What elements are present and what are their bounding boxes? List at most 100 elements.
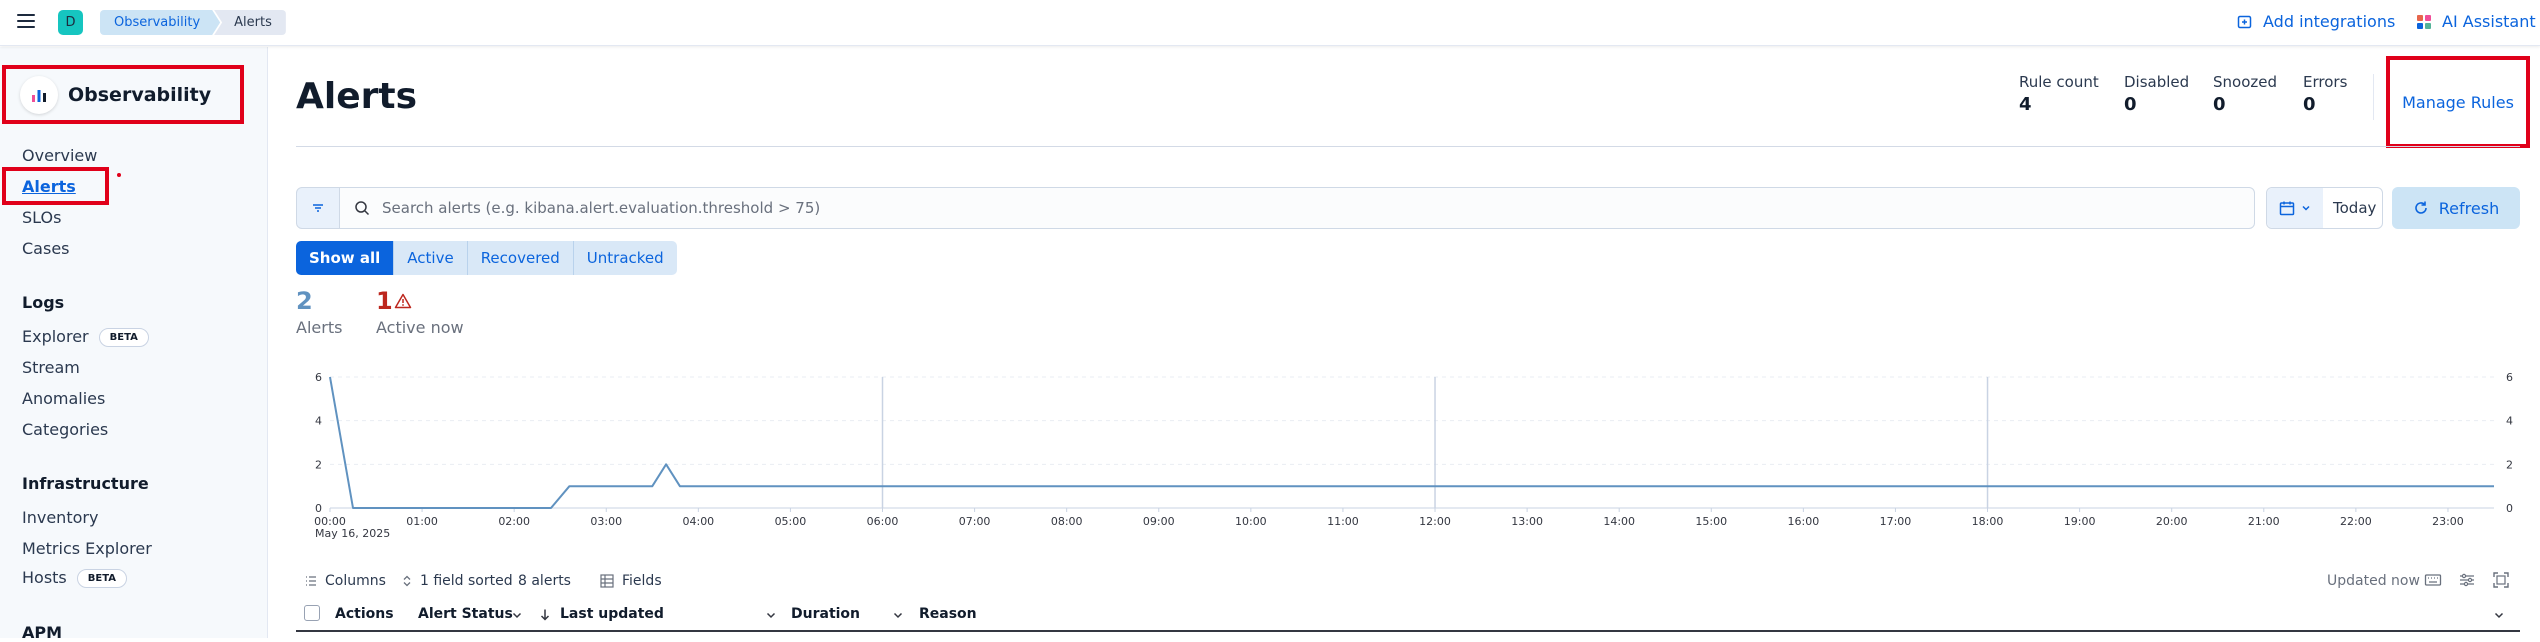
calendar-icon xyxy=(2279,201,2295,216)
stat-value: 0 xyxy=(2303,94,2316,115)
column-header-duration[interactable]: Duration xyxy=(791,606,861,622)
stat-rule-count[interactable]: Rule count 4 xyxy=(2019,73,2099,115)
x-tick-label: 21:00 xyxy=(2248,515,2280,528)
beta-badge: BETA xyxy=(76,569,128,588)
list-icon xyxy=(306,576,316,586)
filter-recovered[interactable]: Recovered xyxy=(467,241,574,275)
column-header-actions: Actions xyxy=(335,606,394,622)
filter-untracked[interactable]: Untracked xyxy=(573,241,677,275)
y-tick-label: 4 xyxy=(315,415,322,428)
stat-errors[interactable]: Errors 0 xyxy=(2303,73,2347,115)
sidebar-item-label: Hosts xyxy=(22,568,67,587)
x-tick-label: 17:00 xyxy=(1880,515,1912,528)
breadcrumb-alerts: Alerts xyxy=(214,10,286,35)
sidebar-item-categories[interactable]: Categories xyxy=(22,420,109,439)
filter-show-all[interactable]: Show all xyxy=(296,241,395,275)
sidebar-item-cases[interactable]: Cases xyxy=(22,239,70,258)
fields-button[interactable]: Fields xyxy=(600,573,662,589)
alerts-histogram-chart: 0 0 2 2 4 4 6 6 00:00 01:00 02:00 03:00 04:00 05:00 06… xyxy=(314,371,2513,540)
x-tick-label: 00:00 xyxy=(314,515,346,528)
fullscreen-icon[interactable] xyxy=(2492,571,2510,589)
refresh-label: Refresh xyxy=(2438,198,2500,218)
alerts-total: 8 alerts xyxy=(518,573,571,589)
column-header-last-updated[interactable]: Last updated xyxy=(560,606,664,622)
menu-icon[interactable] xyxy=(17,14,35,30)
sidebar-item-explorer[interactable]: Explorer BETA xyxy=(22,327,149,347)
sidebar-item-anomalies[interactable]: Anomalies xyxy=(22,389,106,408)
add-integrations-link[interactable]: Add integrations xyxy=(2237,12,2395,31)
sidebar-item-inventory[interactable]: Inventory xyxy=(22,508,99,527)
select-all-checkbox[interactable] xyxy=(304,605,320,621)
refresh-icon xyxy=(2415,201,2427,214)
date-range-label[interactable]: Today xyxy=(2333,199,2377,217)
x-tick-label: 22:00 xyxy=(2340,515,2372,528)
stat-value: 4 xyxy=(2019,94,2032,115)
chevron-down-icon xyxy=(2302,205,2310,211)
chevron-down-icon[interactable] xyxy=(765,609,777,621)
sidebar: Observability Overview Alerts SLOs Cases… xyxy=(0,47,268,642)
chevron-down-icon[interactable] xyxy=(892,609,904,621)
filter-active[interactable]: Active xyxy=(394,241,468,275)
table-icon xyxy=(600,574,614,588)
x-tick-label: 18:00 xyxy=(1972,515,2004,528)
x-tick-label: 04:00 xyxy=(682,515,714,528)
stat-snoozed[interactable]: Snoozed 0 xyxy=(2213,73,2277,115)
x-tick-label: 23:00 xyxy=(2432,515,2464,528)
breadcrumb-observability[interactable]: Observability xyxy=(100,10,220,35)
table-header: Actions Alert Status Last updated Durati… xyxy=(296,598,2520,632)
active-count: 1 xyxy=(376,287,393,315)
columns-button[interactable]: Columns xyxy=(305,573,386,589)
page-title: Alerts xyxy=(296,76,418,117)
sidebar-alerts-highlight xyxy=(2,167,109,205)
space-avatar[interactable]: D xyxy=(58,10,83,35)
y-tick-label: 0 xyxy=(315,502,322,515)
x-tick-label: 14:00 xyxy=(1603,515,1635,528)
ai-assistant-icon xyxy=(2417,14,2431,29)
alert-status-filter: Show all Active Recovered Untracked xyxy=(296,241,677,275)
filter-icon xyxy=(313,204,323,212)
x-tick-label: 02:00 xyxy=(498,515,530,528)
x-tick-label: 03:00 xyxy=(590,515,622,528)
manage-rules-link[interactable]: Manage Rules xyxy=(2402,92,2514,112)
sidebar-item-slos[interactable]: SLOs xyxy=(22,208,62,227)
x-tick-label: 20:00 xyxy=(2156,515,2188,528)
column-header-alert-status[interactable]: Alert Status xyxy=(418,606,513,622)
sidebar-item-hosts[interactable]: Hosts BETA xyxy=(22,568,128,588)
divider xyxy=(2373,74,2374,120)
date-picker[interactable]: Today xyxy=(2266,187,2383,229)
ai-assistant-button[interactable]: AI Assistant xyxy=(2416,12,2536,31)
x-tick-label: 12:00 xyxy=(1419,515,1451,528)
sidebar-item-stream[interactable]: Stream xyxy=(22,358,80,377)
date-quick-menu[interactable] xyxy=(2267,188,2323,228)
alerts-count: 2 xyxy=(296,287,313,315)
x-tick-label: 10:00 xyxy=(1235,515,1267,528)
y-tick-label-right: 4 xyxy=(2506,415,2513,428)
x-tick-label: 19:00 xyxy=(2064,515,2096,528)
search-input[interactable]: Search alerts (e.g. kibana.alert.evaluat… xyxy=(339,187,2255,229)
chevron-down-icon[interactable] xyxy=(2493,609,2505,621)
search-icon xyxy=(355,201,370,216)
sidebar-item-overview[interactable]: Overview xyxy=(22,146,98,165)
stat-disabled[interactable]: Disabled 0 xyxy=(2124,73,2189,115)
column-header-reason[interactable]: Reason xyxy=(919,606,977,622)
x-tick-label: 16:00 xyxy=(1788,515,1820,528)
filter-button[interactable] xyxy=(296,187,340,229)
breadcrumb: Observability Alerts xyxy=(100,10,286,35)
sidebar-item-alerts[interactable]: Alerts xyxy=(22,177,76,196)
active-count-label: Active now xyxy=(376,318,464,337)
warning-icon xyxy=(394,293,412,309)
add-integrations-label: Add integrations xyxy=(2263,12,2396,31)
sidebar-item-metrics-explorer[interactable]: Metrics Explorer xyxy=(22,539,152,558)
display-settings-icon[interactable] xyxy=(2458,571,2476,589)
sidebar-group-logs: Logs xyxy=(22,293,65,312)
keyboard-icon[interactable] xyxy=(2424,571,2442,589)
sidebar-header[interactable]: Observability xyxy=(2,65,244,124)
sort-label: 1 field sorted xyxy=(420,573,513,589)
sort-button[interactable]: 1 field sorted xyxy=(402,573,513,589)
beta-badge: BETA xyxy=(98,328,149,347)
refresh-button[interactable]: Refresh xyxy=(2392,187,2520,229)
y-tick-label: 2 xyxy=(315,458,322,471)
stat-label: Snoozed xyxy=(2213,73,2278,91)
chevron-down-icon[interactable] xyxy=(511,609,523,621)
sidebar-group-apm: APM xyxy=(22,623,63,642)
